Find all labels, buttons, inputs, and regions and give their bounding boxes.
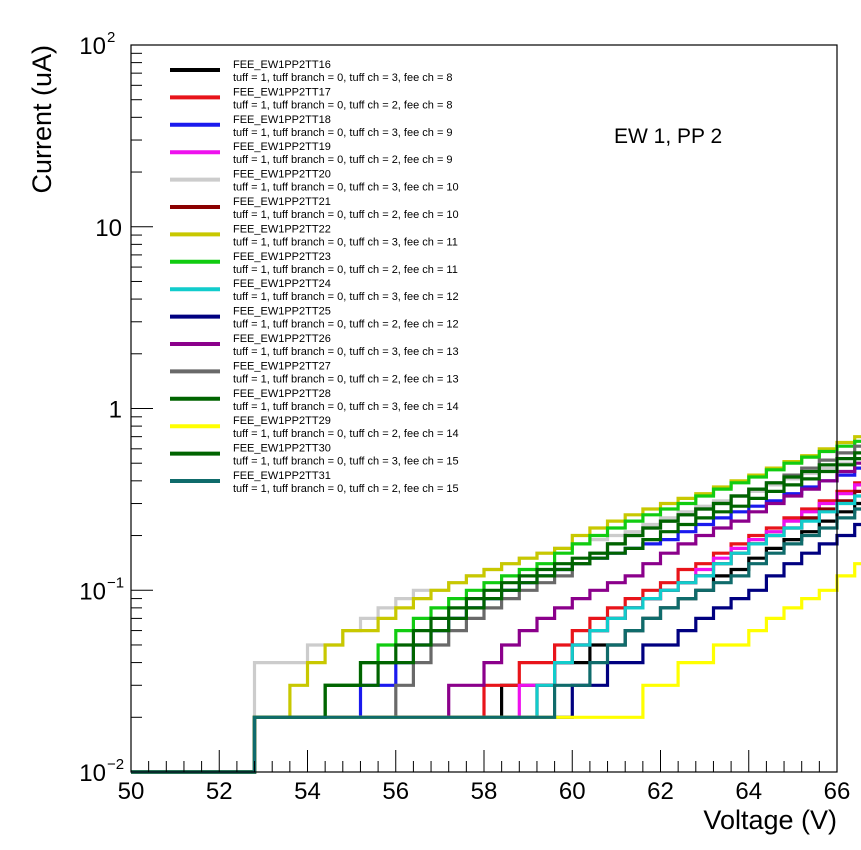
- x-tick-label: 66: [824, 778, 851, 805]
- legend-description: tuff = 1, tuff branch = 0, tuff ch = 3, …: [233, 72, 453, 84]
- x-tick-label: 64: [735, 778, 762, 805]
- x-tick-label: 50: [118, 778, 145, 805]
- panel-annotation: EW 1, PP 2: [614, 125, 722, 148]
- legend-label: FEE_EW1PP2TT31: [233, 470, 331, 482]
- legend-description: tuff = 1, tuff branch = 0, tuff ch = 2, …: [233, 209, 459, 221]
- legend-description: tuff = 1, tuff branch = 0, tuff ch = 2, …: [233, 483, 459, 495]
- y-tick-label: 10: [79, 760, 106, 787]
- legend-label: FEE_EW1PP2TT16: [233, 59, 331, 71]
- x-tick-label: 58: [471, 778, 498, 805]
- x-tick-label: 54: [294, 778, 321, 805]
- x-tick-label: 60: [559, 778, 586, 805]
- x-tick-label: 56: [382, 778, 409, 805]
- legend-label: FEE_EW1PP2TT18: [233, 114, 331, 126]
- y-tick-label: 10: [79, 578, 106, 605]
- legend-description: tuff = 1, tuff branch = 0, tuff ch = 2, …: [233, 99, 453, 111]
- legend-label: FEE_EW1PP2TT28: [233, 388, 331, 400]
- y-tick-exponent: 2: [107, 29, 115, 46]
- legend-label: FEE_EW1PP2TT17: [233, 86, 331, 98]
- y-tick-exponent: −2: [107, 756, 124, 773]
- legend-label: FEE_EW1PP2TT26: [233, 333, 331, 345]
- legend-label: FEE_EW1PP2TT20: [233, 169, 331, 181]
- legend-description: tuff = 1, tuff branch = 0, tuff ch = 3, …: [233, 291, 459, 303]
- legend-label: FEE_EW1PP2TT24: [233, 278, 331, 290]
- legend-description: tuff = 1, tuff branch = 0, tuff ch = 2, …: [233, 319, 459, 331]
- legend-description: tuff = 1, tuff branch = 0, tuff ch = 2, …: [233, 264, 458, 276]
- x-tick-label: 62: [647, 778, 674, 805]
- x-axis-title: Voltage (V): [703, 805, 837, 835]
- legend-label: FEE_EW1PP2TT25: [233, 306, 331, 318]
- legend-description: tuff = 1, tuff branch = 0, tuff ch = 3, …: [233, 236, 458, 248]
- x-tick-label: 52: [206, 778, 233, 805]
- series-line-FEE_EW1PP2TT30: [131, 451, 861, 774]
- legend-description: tuff = 1, tuff branch = 0, tuff ch = 2, …: [233, 428, 459, 440]
- legend-label: FEE_EW1PP2TT21: [233, 196, 331, 208]
- legend-label: FEE_EW1PP2TT22: [233, 223, 331, 235]
- y-tick-exponent: −1: [107, 574, 124, 591]
- legend-description: tuff = 1, tuff branch = 0, tuff ch = 3, …: [233, 127, 453, 139]
- legend-description: tuff = 1, tuff branch = 0, tuff ch = 3, …: [233, 182, 459, 194]
- legend-description: tuff = 1, tuff branch = 0, tuff ch = 3, …: [233, 456, 459, 468]
- series-line-FEE_EW1PP2TT31: [131, 507, 861, 774]
- legend-label: FEE_EW1PP2TT29: [233, 415, 331, 427]
- y-tick-label: 10: [95, 215, 122, 242]
- legend-description: tuff = 1, tuff branch = 0, tuff ch = 2, …: [233, 154, 453, 166]
- y-tick-label: 1: [109, 397, 122, 424]
- legend-label: FEE_EW1PP2TT23: [233, 251, 331, 263]
- legend-description: tuff = 1, tuff branch = 0, tuff ch = 2, …: [233, 373, 459, 385]
- y-tick-label: 10: [79, 33, 106, 60]
- legend-description: tuff = 1, tuff branch = 0, tuff ch = 3, …: [233, 401, 459, 413]
- series-layer: [131, 435, 861, 774]
- legend-label: FEE_EW1PP2TT27: [233, 360, 331, 372]
- legend-label: FEE_EW1PP2TT30: [233, 443, 331, 455]
- legend-description: tuff = 1, tuff branch = 0, tuff ch = 3, …: [233, 346, 459, 358]
- legend-label: FEE_EW1PP2TT19: [233, 141, 331, 153]
- y-axis-title: Current (uA): [27, 45, 57, 194]
